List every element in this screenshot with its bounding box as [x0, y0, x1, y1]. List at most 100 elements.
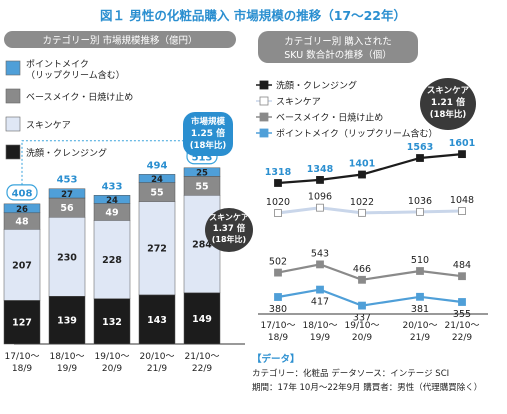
right-header-bg: [258, 31, 418, 63]
legend-label-1: スキンケア: [26, 120, 71, 131]
point-3-0: [274, 293, 282, 301]
point-3-3: [416, 292, 424, 301]
legend-swatch-1: [5, 116, 21, 132]
bar-value-0-2: 132: [102, 317, 122, 328]
bar-value-1-1: 230: [57, 252, 77, 263]
bar-value-2-2: 49: [105, 207, 118, 218]
bar-value-0-0: 127: [12, 318, 32, 329]
left-legend: ポイントメイク（リップクリーム含む） ベースメイク・日焼け止めスキンケア洗顔・クレ…: [5, 59, 133, 160]
bar-value-1-3: 272: [147, 244, 167, 255]
bar-value-3-1: 27: [61, 190, 73, 200]
x-tick-right-2-a: 19/10〜: [345, 321, 380, 331]
right-legend-marker-2: [259, 112, 269, 122]
bar-0-4: [183, 292, 221, 345]
x-tick-right-1-b: 19/9: [310, 333, 330, 343]
bar-1-4: [183, 195, 221, 294]
point-1-1: [316, 203, 324, 212]
source-heading: 【データ】: [252, 353, 300, 365]
bar-chart: 127 207 48 26 408 17/10〜 18/9 139 230 56 27 453 18/1…: [3, 140, 245, 374]
bar-3-1: [48, 188, 86, 199]
point-1-0: [274, 209, 282, 217]
x-tick-left-3-b: 21/9: [147, 364, 167, 374]
skincare-left-callout-line2: 1.37 倍: [213, 223, 246, 234]
point-label-2-0: 502: [269, 257, 287, 268]
right-legend-marker-0: [259, 80, 269, 90]
point-0-2: [358, 170, 366, 179]
x-tick-right-1-a: 18/10〜: [303, 321, 338, 331]
point-2-3: [416, 267, 424, 275]
bar-value-1-4: 284: [192, 240, 212, 251]
x-tick-left-1-b: 19/9: [57, 364, 77, 374]
x-tick-left-4-b: 22/9: [192, 364, 212, 374]
source-line1: カテゴリー：化粧品 データソース：インテージ SCI: [252, 368, 449, 379]
bar-value-2-3: 55: [150, 188, 163, 199]
point-label-3-1: 417: [311, 297, 329, 308]
point-1-2: [358, 208, 366, 217]
x-tick-left-0-b: 18/9: [12, 364, 32, 374]
point-2-4: [458, 272, 466, 281]
point-0-3: [416, 154, 424, 162]
x-tick-right-3-b: 21/9: [410, 333, 430, 343]
skincare-left-callout-line3: (18年比): [212, 234, 246, 244]
total-label-4: 513: [192, 152, 213, 163]
point-label-3-0: 380: [269, 304, 287, 315]
legend-label-3-a: ポイントメイク: [26, 59, 89, 70]
skincare-callout-right: スキンケア 1.21 倍 (18年比): [420, 78, 476, 130]
x-tick-right-2-b: 20/9: [352, 333, 372, 343]
point-label-2-1: 543: [311, 248, 329, 259]
market-callout-line3: (18年比): [190, 140, 227, 151]
point-0-1: [316, 176, 324, 184]
point-label-0-3: 1563: [407, 142, 433, 153]
source-line2: 期間：17年 10月〜22年9月 購買者：男性（代理購買除く）: [252, 382, 482, 393]
right-legend: 洗顔・クレンジングスキンケアベースメイク・日焼け止めポイントメイク（リップクリー…: [256, 80, 438, 140]
point-label-2-3: 510: [411, 255, 429, 266]
bar-3-3: [138, 174, 176, 183]
x-tick-right-0-b: 18/9: [268, 333, 288, 343]
bar-value-3-0: 26: [16, 205, 28, 215]
figure-title: 図１ 男性の化粧品購入 市場規模の推移（17〜22年）: [100, 8, 406, 23]
x-tick-right-3-a: 20/10〜: [403, 321, 438, 331]
bar-0-3: [138, 294, 176, 345]
point-1-3: [416, 207, 424, 216]
market-callout-line2: 1.25 倍: [191, 127, 225, 139]
bar-value-0-1: 139: [57, 316, 77, 327]
point-2-1: [316, 260, 324, 269]
left-header-title: カテゴリー別 市場規模推移（億円）: [42, 35, 197, 47]
total-label-2: 433: [102, 181, 123, 192]
total-label-1: 453: [57, 175, 78, 186]
skincare-left-callout-line1: スキンケア: [209, 213, 249, 222]
bar-value-1-0: 207: [12, 260, 32, 271]
point-3-1: [316, 285, 324, 294]
bar-value-1-2: 228: [102, 255, 122, 266]
point-label-1-2: 1022: [350, 197, 374, 208]
skincare-callout-left: スキンケア 1.37 倍 (18年比): [205, 208, 253, 252]
legend-swatch-0: [5, 144, 21, 160]
x-tick-left-1-a: 18/10〜: [50, 352, 85, 362]
point-label-0-2: 1401: [349, 159, 375, 170]
bar-3-2: [93, 195, 131, 204]
bar-value-0-4: 149: [192, 314, 212, 325]
x-tick-left-4-a: 21/10〜: [185, 352, 220, 362]
right-legend-marker-3: [259, 128, 269, 138]
point-label-0-0: 1318: [265, 167, 292, 178]
skincare-right-callout-line2: 1.21 倍: [431, 96, 465, 108]
point-0-0: [274, 179, 282, 187]
x-tick-left-2-b: 20/9: [102, 364, 122, 374]
point-3-2: [358, 301, 366, 310]
skincare-right-callout-line1: スキンケア: [427, 86, 470, 96]
x-tick-right-0-a: 17/10〜: [261, 321, 296, 331]
legend-swatch-3: [5, 60, 21, 76]
point-label-0-4: 1601: [449, 138, 475, 149]
right-header-title-line1: カテゴリー別 購入された: [284, 36, 392, 48]
bar-value-3-4: 25: [196, 169, 208, 179]
market-callout-line1: 市場規模: [191, 116, 226, 127]
x-tick-left-3-a: 20/10〜: [140, 352, 175, 362]
right-legend-label-3: ポイントメイク（リップクリーム含む）: [276, 128, 438, 140]
point-label-1-3: 1036: [408, 196, 432, 207]
series-line-3: [277, 288, 463, 307]
point-label-3-3: 381: [411, 304, 429, 315]
point-2-0: [274, 268, 282, 277]
left-header-bg: [4, 31, 236, 48]
point-3-4: [458, 298, 466, 306]
point-label-2-2: 466: [353, 264, 371, 275]
